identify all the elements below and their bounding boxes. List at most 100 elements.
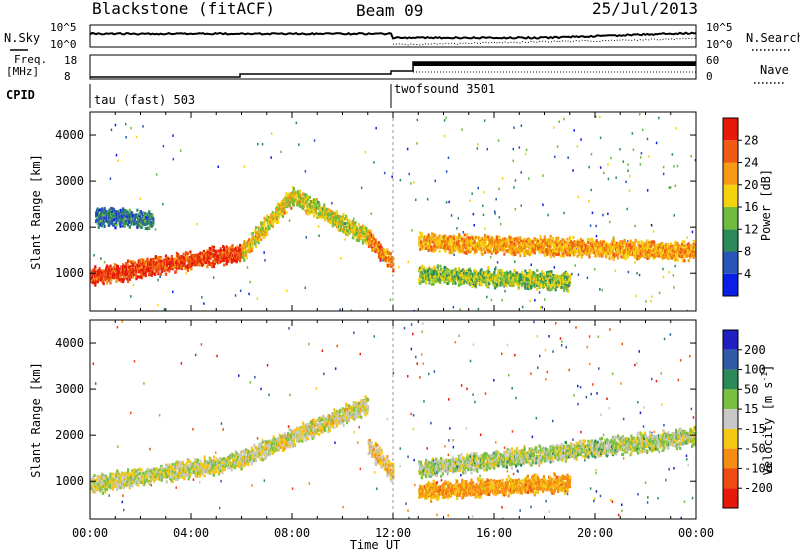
- echo-speck: [629, 189, 631, 192]
- echo-band-cell: [638, 241, 640, 244]
- echo-speck: [398, 266, 400, 269]
- echo-speck: [471, 192, 473, 195]
- echo-band-cell: [385, 254, 387, 257]
- echo-speck: [567, 156, 569, 159]
- echo-speck: [497, 261, 499, 264]
- echo-band-cell: [375, 239, 377, 242]
- echo-speck: [444, 135, 446, 138]
- echo-speck: [445, 117, 447, 120]
- echo-speck: [271, 132, 273, 135]
- echo-speck: [116, 154, 118, 157]
- echo-speck: [674, 265, 676, 268]
- echo-band-cell: [550, 244, 552, 247]
- echo-speck: [590, 224, 592, 227]
- nsearch-label: N.Search: [746, 31, 800, 45]
- echo-speck: [607, 213, 609, 216]
- echo-band-cell: [200, 255, 202, 258]
- echo-band-cell: [285, 211, 287, 214]
- echo-speck: [270, 156, 272, 159]
- echo-speck: [478, 308, 480, 311]
- echo-band-cell: [425, 282, 427, 285]
- echo-speck: [473, 213, 475, 216]
- echo-speck: [444, 119, 446, 122]
- echo-speck: [590, 189, 592, 192]
- echo-band-cell: [236, 260, 238, 263]
- echo-speck: [563, 212, 565, 215]
- echo-band-cell: [239, 244, 241, 247]
- echo-speck: [534, 299, 536, 302]
- echo-band-cell: [231, 244, 233, 247]
- echo-speck: [675, 127, 677, 130]
- echo-speck: [553, 126, 555, 129]
- echo-speck: [639, 274, 641, 277]
- echo-band-cell: [175, 270, 177, 273]
- echo-speck: [594, 268, 596, 271]
- echo-speck: [463, 231, 465, 234]
- echo-band-cell: [266, 233, 268, 236]
- echo-speck: [495, 198, 497, 201]
- echo-band-cell: [511, 238, 513, 241]
- echo-speck: [578, 273, 580, 276]
- echo-speck: [411, 229, 413, 232]
- echo-band-cell: [418, 277, 420, 280]
- echo-band-cell: [268, 227, 270, 230]
- echo-band-cell: [160, 273, 162, 276]
- echo-speck: [172, 134, 174, 137]
- cpid-label: CPID: [6, 88, 35, 102]
- echo-band-cell: [683, 240, 685, 243]
- echo-speck: [634, 261, 636, 264]
- echo-speck: [623, 160, 625, 163]
- cpid-panel: CPID tau (fast) 503 twofsound 3501: [6, 82, 495, 108]
- echo-speck: [651, 224, 653, 227]
- echo-band-cell: [358, 223, 360, 226]
- echo-band-cell: [566, 240, 568, 243]
- echo-speck: [515, 208, 517, 211]
- echo-band-cell: [260, 238, 262, 241]
- echo-speck: [459, 308, 461, 311]
- echo-speck: [435, 180, 437, 183]
- echo-speck: [521, 171, 523, 174]
- echo-band-cell: [653, 241, 655, 244]
- nsky-panel: N.Sky 10^5 10^0 10^5 10^0 N.Search: [4, 21, 800, 51]
- echo-band-cell: [423, 266, 425, 269]
- nsky-label: N.Sky: [4, 31, 40, 45]
- echo-speck: [574, 129, 576, 132]
- echo-band-cell: [390, 252, 392, 255]
- echo-speck: [628, 271, 630, 274]
- echo-speck: [483, 191, 485, 194]
- echo-speck: [196, 223, 198, 226]
- echo-speck: [484, 227, 486, 230]
- echo-band-cell: [145, 274, 147, 277]
- echo-band-cell: [316, 198, 318, 201]
- echo-speck: [130, 127, 132, 129]
- echo-speck: [344, 238, 346, 241]
- echo-band-cell: [503, 253, 505, 256]
- echo-band-cell: [246, 256, 248, 259]
- echo-band-cell: [282, 215, 284, 218]
- echo-speck: [162, 203, 164, 206]
- echo-speck: [602, 289, 604, 292]
- echo-speck: [539, 291, 541, 294]
- echo-speck: [417, 119, 419, 122]
- echo-band-cell: [187, 252, 189, 255]
- echo-speck: [515, 179, 517, 182]
- echo-speck: [626, 208, 628, 211]
- echo-band-cell: [428, 282, 430, 285]
- echo-speck: [672, 153, 674, 156]
- echo-band-cell: [588, 238, 590, 241]
- echo-band-cell: [103, 282, 105, 285]
- echo-speck: [409, 173, 411, 176]
- echo-speck: [513, 126, 515, 128]
- echo-speck: [513, 186, 515, 189]
- echo-speck: [477, 147, 479, 150]
- echo-band-cell: [572, 236, 574, 239]
- echo-speck: [157, 279, 159, 282]
- echo-speck: [375, 127, 377, 129]
- echo-band-cell: [186, 255, 188, 258]
- echo-speck: [674, 214, 676, 217]
- echo-speck: [390, 299, 392, 302]
- echo-speck: [117, 160, 119, 163]
- echo-speck: [100, 257, 102, 260]
- echo-band-cell: [428, 249, 430, 252]
